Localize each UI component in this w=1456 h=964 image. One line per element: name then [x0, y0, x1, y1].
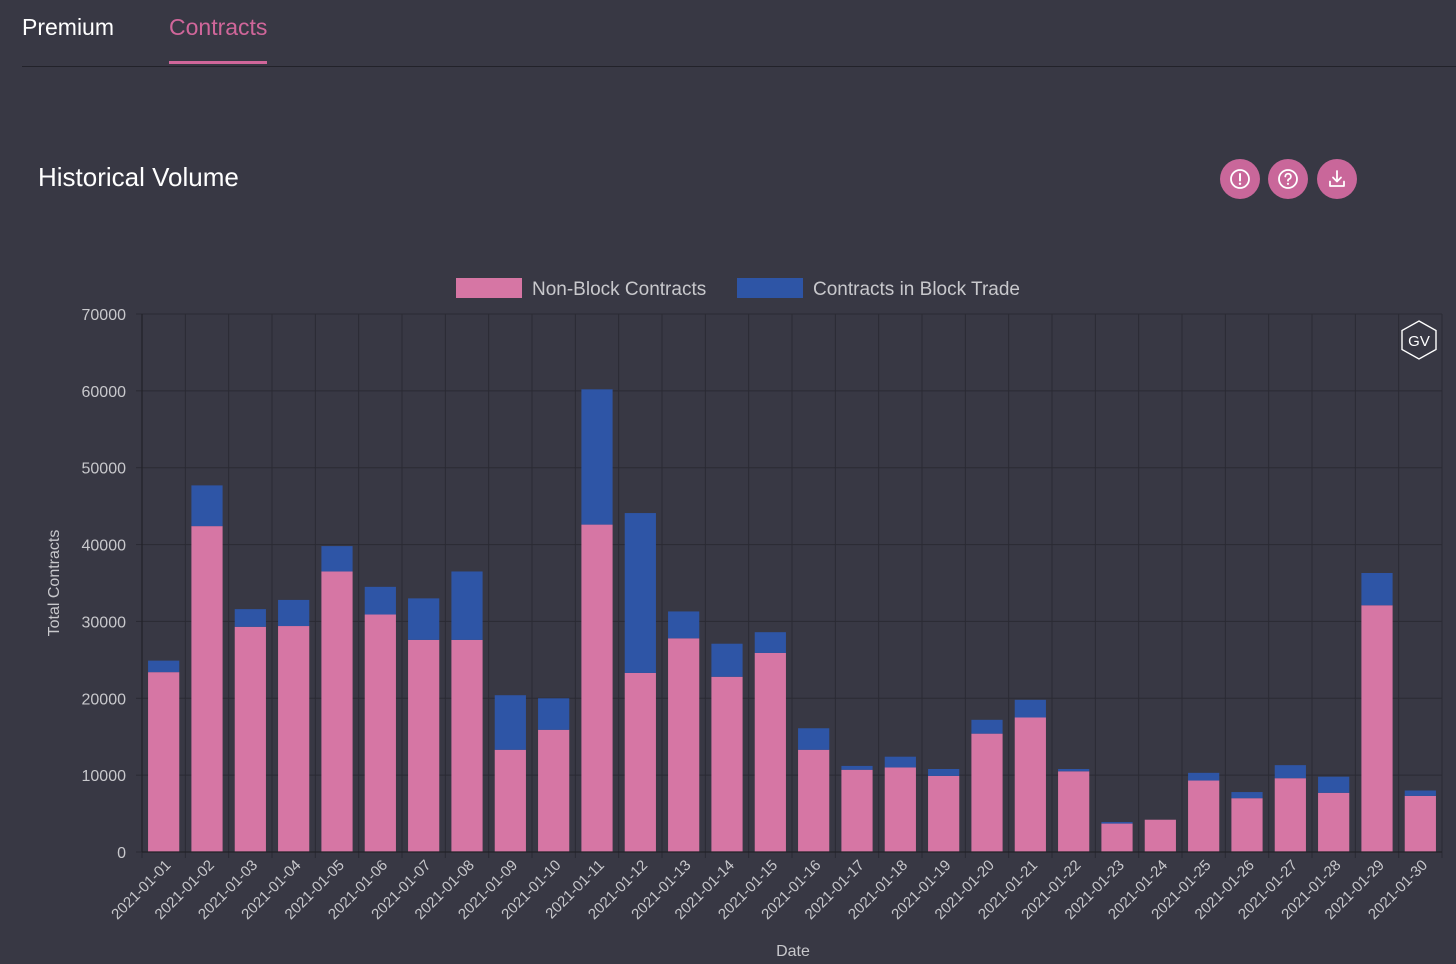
bar-block-trade[interactable] [494, 695, 526, 750]
bar-non-block[interactable] [668, 638, 700, 852]
y-tick-label: 40000 [82, 538, 127, 555]
bar-non-block[interactable] [1404, 795, 1436, 852]
bar-non-block[interactable] [1318, 792, 1350, 852]
bar-non-block[interactable] [1231, 798, 1263, 852]
bar-block-trade[interactable] [234, 609, 266, 627]
bar-non-block[interactable] [148, 672, 180, 852]
bar-block-trade[interactable] [1318, 776, 1350, 793]
bar-block-trade[interactable] [1188, 772, 1220, 781]
bar-block-trade[interactable] [408, 598, 440, 640]
y-axis-title: Total Contracts [46, 530, 63, 637]
bar-block-trade[interactable] [754, 632, 786, 653]
bar-non-block[interactable] [798, 749, 830, 852]
bar-non-block[interactable] [408, 639, 440, 852]
bar-block-trade[interactable] [928, 768, 960, 776]
bar-non-block[interactable] [711, 676, 743, 852]
bar-non-block[interactable] [884, 767, 916, 852]
bar-block-trade[interactable] [1231, 792, 1263, 799]
bar-block-trade[interactable] [884, 756, 916, 768]
x-axis-title: Date [776, 943, 810, 960]
bar-non-block[interactable] [1361, 605, 1393, 852]
tab-bar: Premium Contracts [22, 0, 1456, 67]
bar-non-block[interactable] [1058, 771, 1090, 852]
bar-block-trade[interactable] [191, 485, 223, 527]
bar-non-block[interactable] [278, 626, 310, 852]
bar-block-trade[interactable] [624, 513, 656, 673]
bar-block-trade[interactable] [451, 571, 483, 640]
bar-block-trade[interactable] [1361, 573, 1393, 606]
watermark: GV [1401, 320, 1437, 360]
bar-non-block[interactable] [321, 571, 353, 852]
alert-icon [1230, 169, 1250, 189]
bar-non-block[interactable] [841, 769, 873, 852]
watermark-hexagon [1401, 320, 1437, 360]
help-icon [1278, 169, 1298, 189]
bar-non-block[interactable] [1014, 717, 1046, 853]
alert-button[interactable] [1220, 159, 1260, 199]
bar-block-trade[interactable] [971, 719, 1003, 734]
section-title: Historical Volume [38, 162, 239, 192]
bar-non-block[interactable] [971, 733, 1003, 852]
bar-block-trade[interactable] [841, 765, 873, 770]
bar-block-trade[interactable] [581, 389, 613, 525]
bar-non-block[interactable] [581, 524, 613, 852]
bar-non-block[interactable] [364, 614, 396, 852]
y-tick-label: 0 [117, 845, 126, 862]
bar-non-block[interactable] [1101, 823, 1133, 852]
y-tick-label: 60000 [82, 384, 127, 401]
help-button[interactable] [1268, 159, 1308, 199]
bar-non-block[interactable] [538, 729, 570, 852]
legend: Non-Block Contracts Contracts in Block T… [456, 278, 1020, 300]
y-tick-label: 20000 [82, 691, 127, 708]
bar-block-trade[interactable] [1404, 790, 1436, 796]
legend-label-block[interactable]: Contracts in Block Trade [813, 279, 1020, 300]
bar-block-trade[interactable] [1058, 768, 1090, 772]
bar-non-block[interactable] [1274, 778, 1306, 852]
bar-non-block[interactable] [1144, 819, 1176, 852]
y-tick-label: 30000 [82, 614, 127, 631]
bar-non-block[interactable] [234, 626, 266, 852]
y-tick-label: 10000 [82, 768, 127, 785]
bar-block-trade[interactable] [711, 643, 743, 677]
bar-block-trade[interactable] [538, 698, 570, 730]
bar-block-trade[interactable] [798, 728, 830, 750]
bar-block-trade[interactable] [1101, 822, 1133, 824]
bar-non-block[interactable] [1188, 780, 1220, 852]
y-tick-label: 70000 [82, 307, 127, 324]
bar-non-block[interactable] [191, 526, 223, 852]
bar-non-block[interactable] [754, 652, 786, 852]
bar-block-trade[interactable] [364, 586, 396, 615]
bar-block-trade[interactable] [1274, 765, 1306, 779]
download-button[interactable] [1317, 159, 1357, 199]
bar-block-trade[interactable] [321, 546, 353, 572]
watermark-text: GV [1408, 333, 1430, 350]
tab-contracts[interactable]: Contracts [169, 14, 268, 64]
legend-swatch-non-block[interactable] [456, 278, 522, 298]
y-tick-label: 50000 [82, 461, 127, 478]
bars [148, 389, 1436, 852]
download-icon [1329, 170, 1345, 187]
bar-block-trade[interactable] [668, 611, 700, 639]
bar-non-block[interactable] [451, 639, 483, 852]
tab-premium[interactable]: Premium [22, 14, 115, 40]
bar-block-trade[interactable] [1014, 699, 1046, 718]
bar-non-block[interactable] [928, 775, 960, 852]
legend-label-non-block[interactable]: Non-Block Contracts [532, 279, 706, 300]
bar-block-trade[interactable] [278, 599, 310, 627]
bar-non-block[interactable] [494, 749, 526, 852]
bar-non-block[interactable] [624, 672, 656, 852]
bar-block-trade[interactable] [148, 660, 180, 673]
legend-swatch-block[interactable] [737, 278, 803, 298]
